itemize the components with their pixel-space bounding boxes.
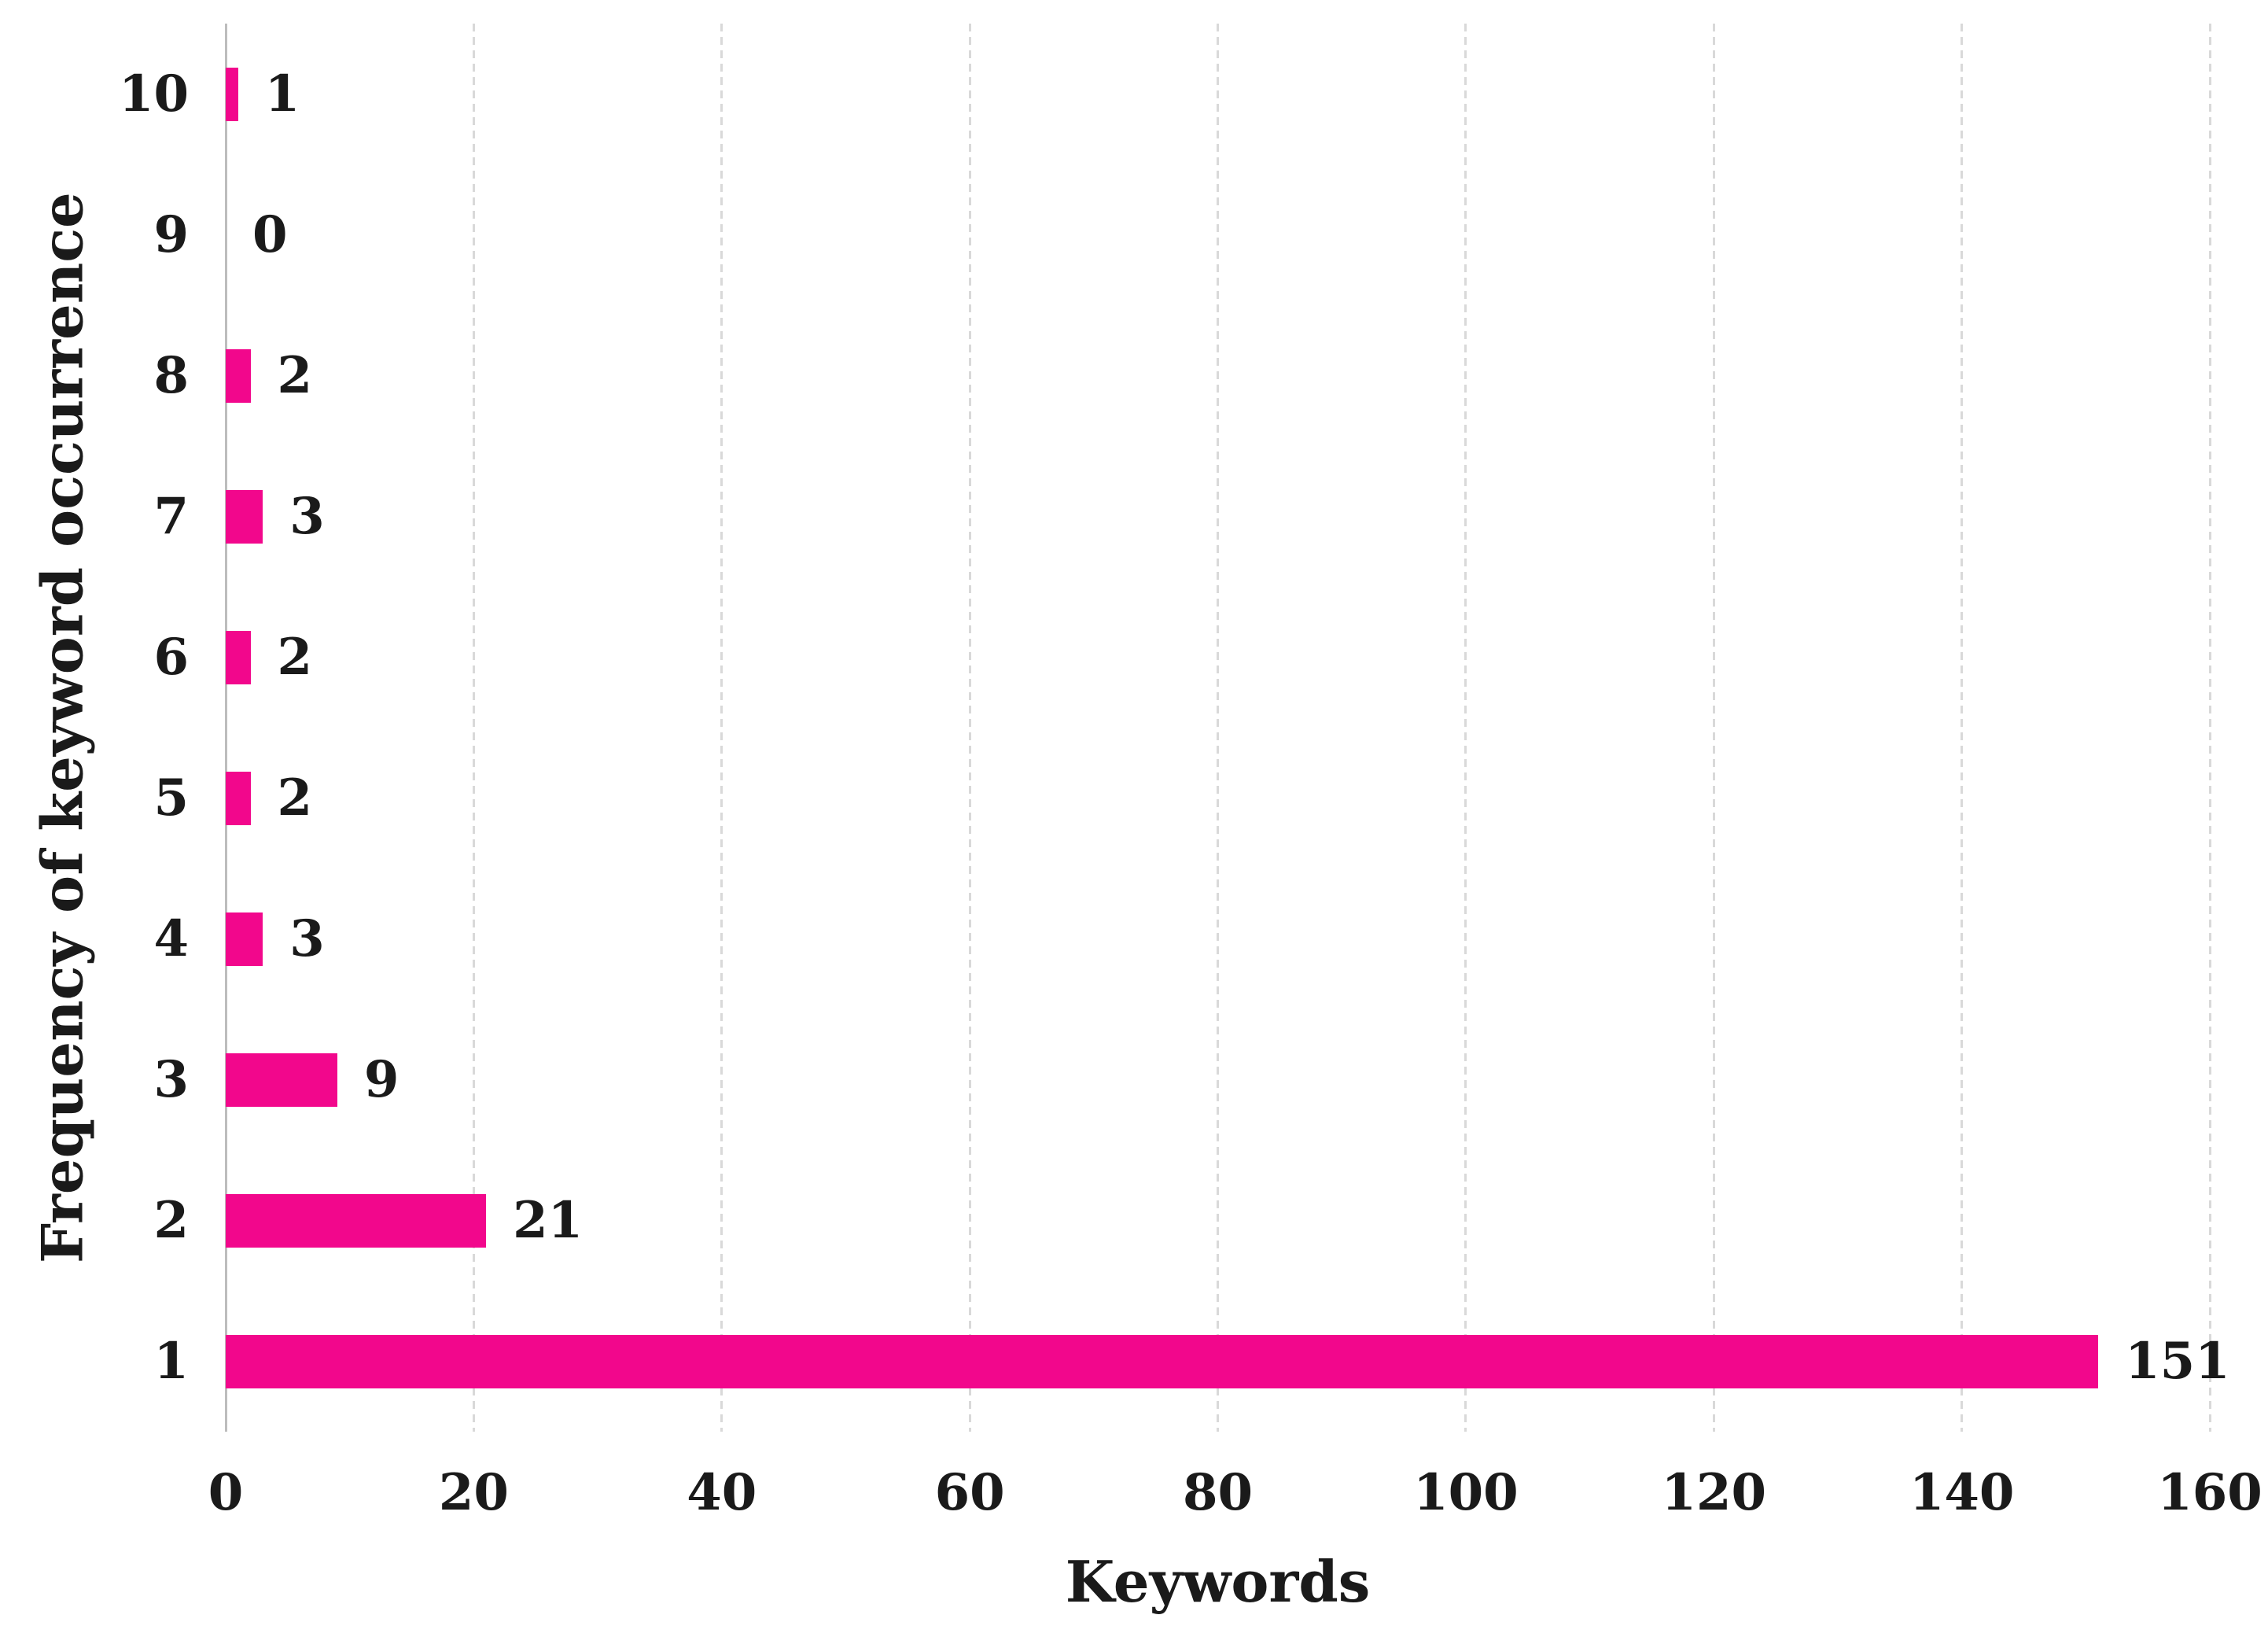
gridline — [968, 24, 971, 1432]
x-tick-label: 120 — [1661, 1463, 1767, 1522]
plot-area: 1 0 2 3 2 2 3 9 21 151 — [224, 24, 2230, 1432]
bar — [226, 912, 263, 966]
gridline — [1217, 24, 1219, 1432]
value-label: 2 — [277, 768, 313, 828]
x-tick-label: 160 — [2157, 1463, 2262, 1522]
y-tick-label: 9 — [153, 205, 189, 264]
value-label: 9 — [363, 1049, 399, 1109]
bar — [226, 1193, 487, 1248]
y-tick-label: 5 — [153, 768, 189, 828]
gridline — [720, 24, 723, 1432]
y-tick-label: 4 — [153, 909, 189, 968]
value-label: 2 — [277, 345, 313, 405]
x-tick-label: 80 — [1182, 1463, 1254, 1522]
y-tick-label: 10 — [118, 64, 189, 124]
bar — [226, 630, 251, 684]
bar — [226, 489, 263, 544]
bar — [226, 1334, 2099, 1388]
value-label: 3 — [289, 486, 325, 546]
x-tick-label: 140 — [1909, 1463, 2015, 1522]
gridline — [1464, 24, 1467, 1432]
x-axis-title: Keywords — [1065, 1548, 1371, 1615]
gridline — [472, 24, 475, 1432]
y-tick-label: 2 — [153, 1190, 189, 1250]
gridline — [1961, 24, 1964, 1432]
bar — [226, 771, 251, 825]
value-label: 1 — [264, 64, 300, 124]
value-label: 0 — [252, 205, 288, 264]
x-tick-label: 20 — [438, 1463, 509, 1522]
value-label: 151 — [2125, 1331, 2230, 1391]
x-tick-label: 100 — [1413, 1463, 1519, 1522]
value-label: 2 — [277, 627, 313, 687]
gridline — [1712, 24, 1715, 1432]
bar — [226, 1053, 337, 1107]
value-label: 3 — [289, 909, 325, 968]
y-tick-label: 6 — [153, 627, 189, 687]
x-tick-label: 0 — [208, 1463, 244, 1522]
y-tick-label: 3 — [153, 1049, 189, 1109]
y-tick-label: 1 — [153, 1331, 189, 1391]
gridline — [2208, 24, 2211, 1432]
y-tick-label: 8 — [153, 345, 189, 405]
bar — [226, 348, 251, 403]
bar — [226, 67, 238, 121]
value-label: 21 — [513, 1190, 584, 1250]
x-tick-label: 60 — [934, 1463, 1005, 1522]
y-tick-label: 7 — [153, 486, 189, 546]
x-tick-label: 40 — [687, 1463, 757, 1522]
y-axis-line — [224, 24, 227, 1432]
